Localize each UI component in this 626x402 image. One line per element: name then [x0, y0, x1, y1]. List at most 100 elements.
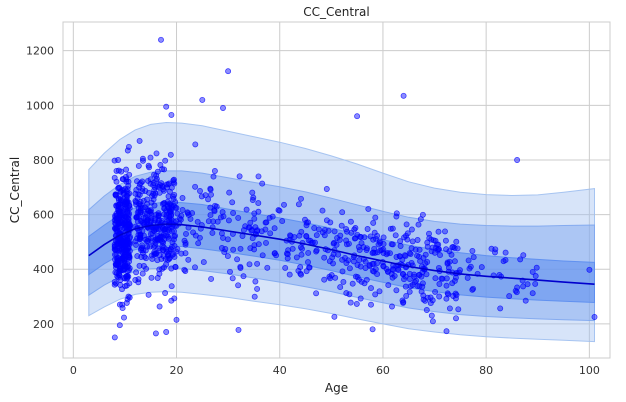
data-point	[251, 293, 258, 300]
median-curve-layer	[88, 223, 595, 285]
data-point	[205, 218, 212, 225]
data-point	[266, 214, 273, 221]
data-point	[452, 295, 459, 302]
data-point	[262, 219, 269, 226]
data-point	[414, 237, 421, 243]
data-point	[237, 245, 244, 252]
data-point	[139, 242, 146, 249]
data-point	[321, 232, 328, 239]
data-point	[169, 239, 176, 246]
data-point	[134, 178, 140, 185]
data-point	[235, 326, 242, 333]
data-point	[408, 259, 415, 266]
data-point	[123, 206, 130, 213]
data-point	[162, 290, 169, 296]
data-point	[401, 234, 408, 241]
data-point	[380, 234, 387, 241]
data-point	[259, 180, 266, 187]
data-point	[161, 166, 168, 173]
data-point	[387, 225, 394, 232]
data-point	[449, 244, 456, 251]
data-point	[355, 244, 362, 250]
data-point	[412, 246, 419, 253]
data-point	[120, 275, 127, 282]
data-point	[164, 226, 171, 233]
data-point	[123, 166, 130, 173]
data-point	[443, 282, 450, 289]
data-point	[522, 297, 529, 304]
data-point	[370, 219, 377, 226]
data-point	[400, 299, 407, 306]
data-point	[160, 239, 167, 246]
data-point	[222, 246, 229, 252]
data-point	[123, 178, 130, 185]
data-point	[340, 278, 347, 285]
data-point	[432, 288, 439, 295]
data-point	[225, 217, 232, 224]
data-point	[513, 289, 520, 296]
data-point	[400, 92, 407, 99]
data-point	[133, 269, 140, 276]
data-point	[452, 274, 459, 281]
data-point	[365, 205, 372, 212]
data-point	[404, 236, 411, 243]
data-point	[275, 207, 282, 214]
data-point	[453, 315, 459, 322]
data-point	[358, 278, 365, 285]
data-point	[343, 260, 350, 266]
data-point	[415, 221, 422, 228]
data-point	[199, 96, 206, 103]
data-point	[397, 253, 404, 260]
data-point	[533, 264, 540, 271]
data-point	[402, 283, 409, 290]
data-point	[151, 228, 158, 235]
data-point	[321, 254, 328, 261]
data-point	[303, 233, 310, 240]
data-point	[380, 250, 387, 257]
data-point	[192, 141, 199, 148]
data-point	[298, 228, 305, 235]
data-point	[168, 216, 175, 223]
data-point	[297, 270, 304, 277]
data-point	[446, 248, 453, 255]
data-point	[146, 189, 152, 196]
data-point	[354, 274, 361, 281]
chart-title: CC_Central	[303, 5, 369, 19]
data-point	[237, 265, 244, 271]
data-point	[126, 258, 133, 265]
data-point	[112, 247, 119, 253]
data-point	[157, 162, 164, 168]
data-point	[230, 246, 237, 253]
data-point	[181, 237, 188, 244]
data-point	[235, 282, 242, 289]
data-point	[353, 300, 360, 307]
data-point	[162, 157, 169, 164]
data-point	[263, 239, 269, 246]
data-point	[423, 307, 430, 313]
data-point	[123, 299, 130, 306]
data-point	[249, 226, 256, 233]
data-point	[383, 265, 390, 272]
data-point	[426, 235, 433, 242]
data-point	[168, 111, 175, 118]
data-point	[362, 258, 369, 265]
data-point	[529, 290, 536, 297]
data-point	[389, 303, 395, 310]
data-point	[142, 210, 148, 217]
data-point	[436, 293, 443, 300]
data-point	[148, 274, 155, 281]
data-point	[154, 257, 161, 264]
data-point	[330, 240, 337, 247]
data-point	[119, 305, 126, 312]
data-point	[407, 251, 414, 257]
data-point	[255, 173, 262, 180]
data-point	[529, 268, 536, 275]
data-point	[190, 229, 197, 236]
data-point	[160, 253, 167, 260]
data-point	[347, 299, 354, 306]
data-point	[389, 225, 396, 232]
data-point	[520, 283, 527, 290]
y-tick-label: 600	[33, 209, 54, 222]
data-point	[161, 264, 167, 271]
